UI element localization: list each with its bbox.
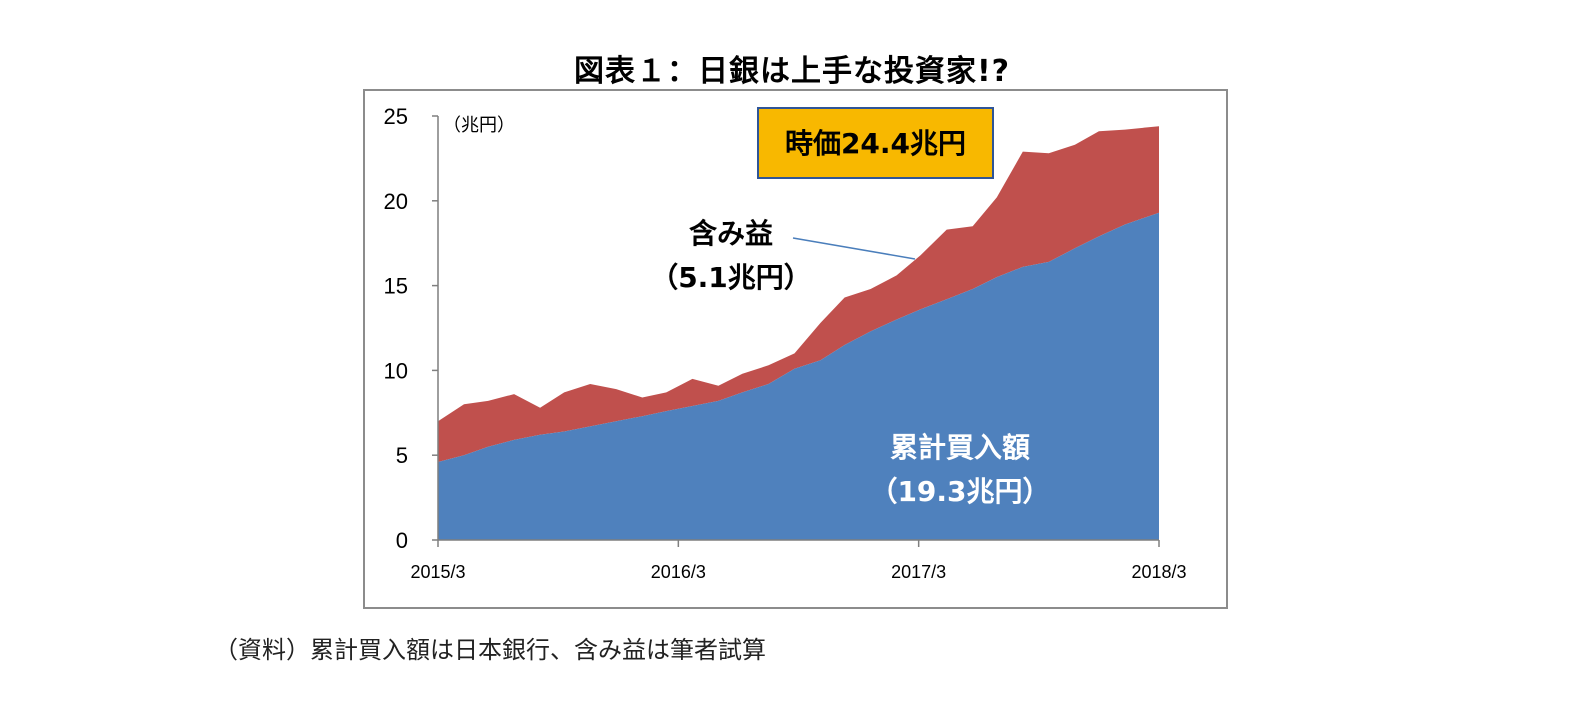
cumulative-area	[438, 212, 1159, 540]
cumulative-label: 累計買入額	[890, 431, 1030, 464]
y-tick-label: 10	[384, 358, 408, 383]
y-tick-label: 5	[396, 443, 408, 468]
gain-value: （5.1兆円）	[650, 261, 812, 294]
y-tick-label: 0	[396, 528, 408, 553]
market-value-label: 時価24.4兆円	[785, 127, 966, 160]
x-tick-label: 2018/3	[1131, 562, 1186, 582]
source-note: （資料）累計買入額は日本銀行、含み益は筆者試算	[214, 636, 766, 664]
chart-plot: 0 5 10 15 20 25 2015/3 2016/3 2017/3 2018/3 （兆円）…	[384, 104, 1187, 582]
y-tick-label: 25	[384, 104, 408, 129]
market-value-callout: 時価24.4兆円	[757, 107, 994, 179]
y-unit-label: （兆円）	[443, 115, 515, 136]
cumulative-value: （19.3兆円）	[869, 475, 1050, 508]
gain-area	[438, 126, 1159, 462]
gain-label: 含み益	[689, 217, 773, 250]
chart-title: 図表１：日銀は上手な投資家!?	[573, 54, 1011, 89]
x-tick-label: 2017/3	[891, 562, 946, 582]
market-value-box	[757, 107, 994, 179]
y-tick-label: 15	[384, 274, 408, 299]
y-tick-label: 20	[384, 189, 408, 214]
x-tick-label: 2016/3	[651, 562, 706, 582]
chart-frame: 0 5 10 15 20 25 2015/3 2016/3 2017/3 2018/3 （兆円）…	[363, 89, 1228, 609]
x-tick-label: 2015/3	[410, 562, 465, 582]
gain-leader-line	[792, 237, 916, 260]
